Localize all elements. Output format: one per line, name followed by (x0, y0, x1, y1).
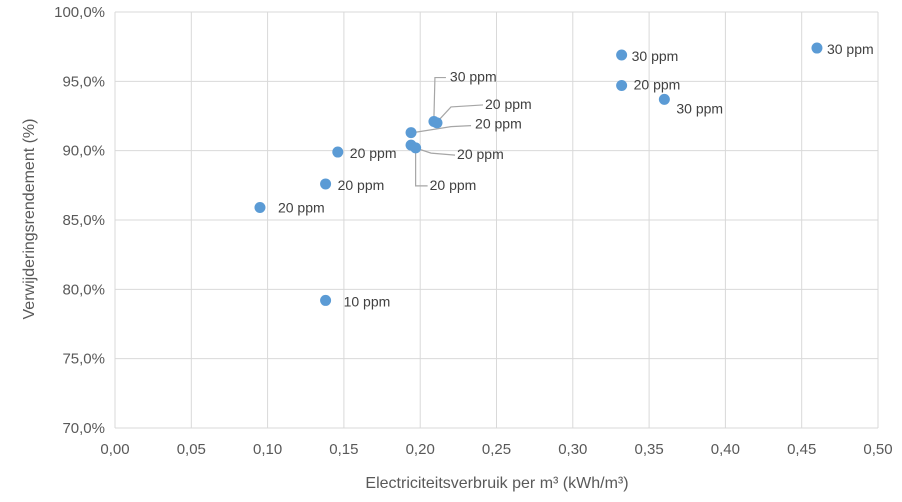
data-label: 20 ppm (430, 177, 477, 193)
x-tick-label: 0,35 (634, 441, 663, 458)
y-tick-label: 70,0% (62, 420, 105, 437)
data-point (254, 202, 266, 214)
x-tick-label: 0,20 (406, 441, 435, 458)
x-tick-label: 0,30 (558, 441, 587, 458)
leader-lines (412, 76, 484, 187)
x-tick-label: 0,15 (329, 441, 358, 458)
gridlines (114, 11, 879, 429)
data-label: 30 ppm (827, 41, 874, 57)
data-label: 20 ppm (485, 96, 532, 112)
x-tick-label: 0,40 (711, 441, 740, 458)
data-label: 30 ppm (676, 100, 723, 116)
data-label: 10 ppm (344, 293, 391, 309)
tick-labels: 70,0% 75,0% 80,0% 85,0% 90,0% 95,0% 100,0% 0,00… (54, 4, 892, 458)
leader-line (412, 125, 472, 134)
y-tick-label: 100,0% (54, 4, 105, 21)
data-label: 20 ppm (350, 145, 397, 161)
x-tick-label: 0,25 (482, 441, 511, 458)
data-label: 20 ppm (338, 177, 385, 193)
data-point (332, 146, 344, 158)
data-labels: 20 ppm 10 ppm 20 ppm 20 ppm 20 ppm 20 ppm 20 p… (278, 41, 874, 309)
data-point (320, 178, 332, 190)
data-label: 30 ppm (632, 48, 679, 64)
data-point (616, 49, 628, 61)
x-tick-label: 0,50 (863, 441, 892, 458)
data-point (410, 142, 422, 154)
data-point (431, 117, 443, 129)
y-axis-title: Verwijderingsrendement (%) (21, 119, 38, 320)
y-tick-label: 75,0% (62, 351, 105, 368)
leader-line (433, 76, 446, 118)
x-tick-label: 0,10 (253, 441, 282, 458)
data-point (658, 93, 670, 105)
x-tick-label: 0,45 (787, 441, 816, 458)
y-tick-label: 90,0% (62, 143, 105, 160)
y-tick-label: 95,0% (62, 73, 105, 90)
data-label: 30 ppm (450, 69, 497, 85)
data-label: 20 ppm (278, 200, 325, 216)
x-axis-title: Electriciteitsverbruik per m³ (kWh/m³) (365, 475, 628, 492)
data-point (811, 42, 823, 54)
data-point (405, 127, 417, 139)
leader-line (438, 104, 484, 121)
data-label: 20 ppm (634, 76, 681, 92)
data-point (616, 79, 628, 91)
x-tick-label: 0,05 (177, 441, 206, 458)
data-point (320, 294, 332, 306)
data-label: 20 ppm (475, 116, 522, 132)
x-tick-label: 0,00 (100, 441, 129, 458)
y-tick-label: 85,0% (62, 212, 105, 229)
leader-line (415, 149, 428, 187)
y-tick-label: 80,0% (62, 281, 105, 298)
data-label: 20 ppm (457, 146, 504, 162)
data-points (254, 42, 823, 306)
